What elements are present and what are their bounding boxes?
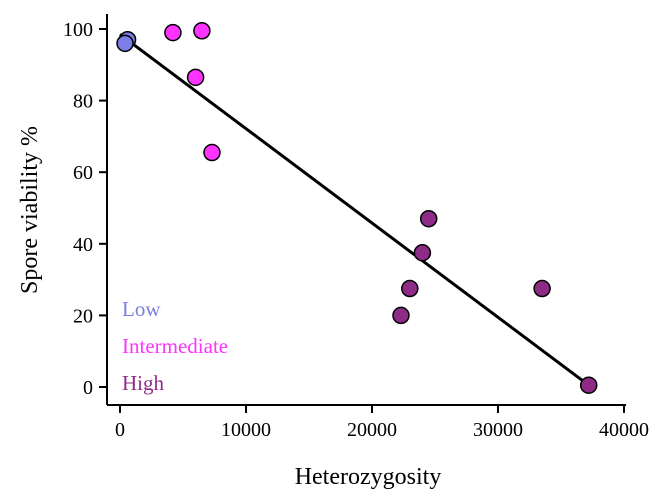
- y-tick-label: 40: [73, 234, 93, 256]
- y-tick-label: 0: [83, 377, 93, 399]
- data-point-high: [579, 376, 598, 394]
- x-tick-label: 40000: [599, 419, 649, 441]
- data-point-high: [392, 306, 410, 325]
- data-point-intermediate: [203, 143, 221, 162]
- y-tick-label: 20: [73, 305, 93, 327]
- y-tick-label: 60: [73, 162, 93, 184]
- legend-entry-high: High: [122, 371, 165, 395]
- ticks: 0 10000 20000 30000 40000 0 20 40 60 80 100: [63, 19, 649, 441]
- data-point-high: [401, 279, 419, 298]
- y-tick-label: 100: [63, 19, 93, 41]
- data-point-high: [413, 244, 432, 262]
- data-point-low: [116, 34, 134, 53]
- data-points: [116, 22, 598, 394]
- data-point-intermediate: [193, 22, 211, 40]
- legend-entry-intermediate: Intermediate: [122, 334, 228, 358]
- legend: Low Intermediate High: [122, 297, 228, 395]
- fit-line-group: [119, 33, 590, 387]
- axes: [106, 14, 626, 406]
- y-tick-label: 80: [73, 91, 93, 113]
- data-point-intermediate: [164, 23, 182, 42]
- data-point-high: [419, 209, 438, 228]
- x-tick-label: 0: [115, 419, 125, 441]
- x-tick-label: 30000: [473, 419, 523, 441]
- data-point-intermediate: [186, 68, 205, 87]
- x-tick-label: 10000: [221, 419, 271, 441]
- legend-entry-low: Low: [122, 297, 161, 321]
- data-point-high: [533, 279, 551, 298]
- y-axis-title: Spore viability %: [17, 126, 43, 294]
- regression-line: [119, 33, 590, 387]
- x-axis-title: Heterozygosity: [295, 464, 442, 490]
- x-tick-label: 20000: [347, 419, 397, 441]
